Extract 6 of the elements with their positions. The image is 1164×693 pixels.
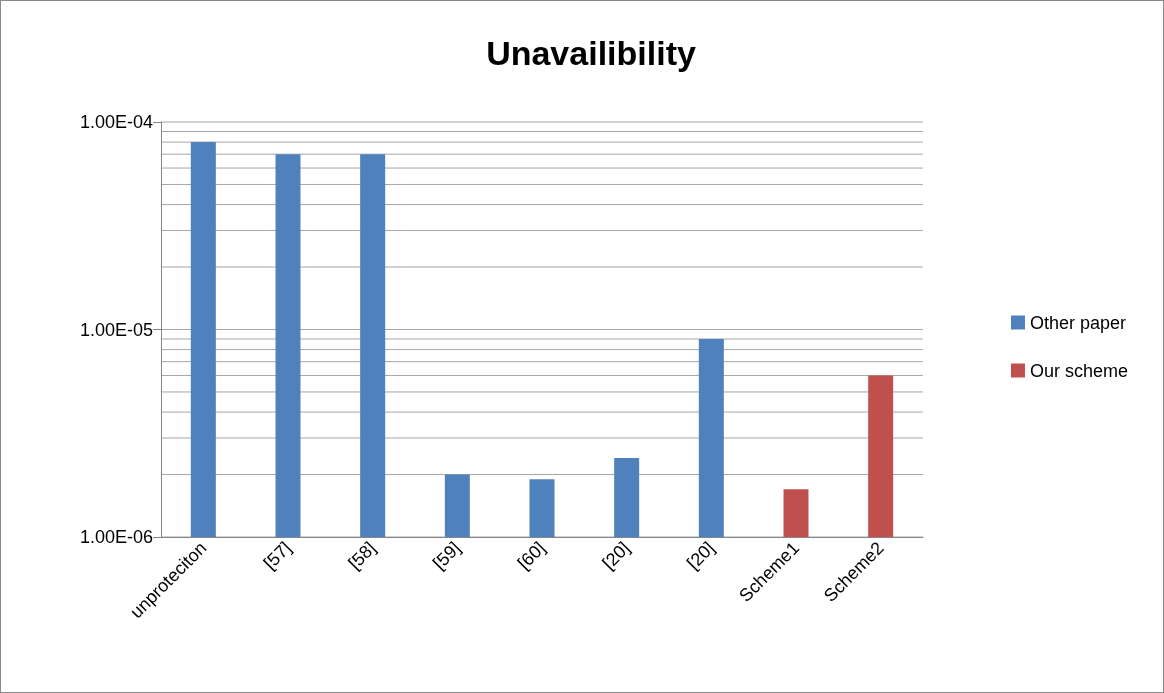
- legend-label: Other paper: [1029, 312, 1127, 333]
- y-tick-label: 1.00E-05: [79, 319, 153, 340]
- legend-label: Our scheme: [1029, 360, 1129, 381]
- y-tick-label: 1.00E-06: [79, 527, 153, 547]
- chart-title: Unavailibility: [486, 34, 696, 72]
- y-tick-label: 1.00E-04: [79, 112, 153, 132]
